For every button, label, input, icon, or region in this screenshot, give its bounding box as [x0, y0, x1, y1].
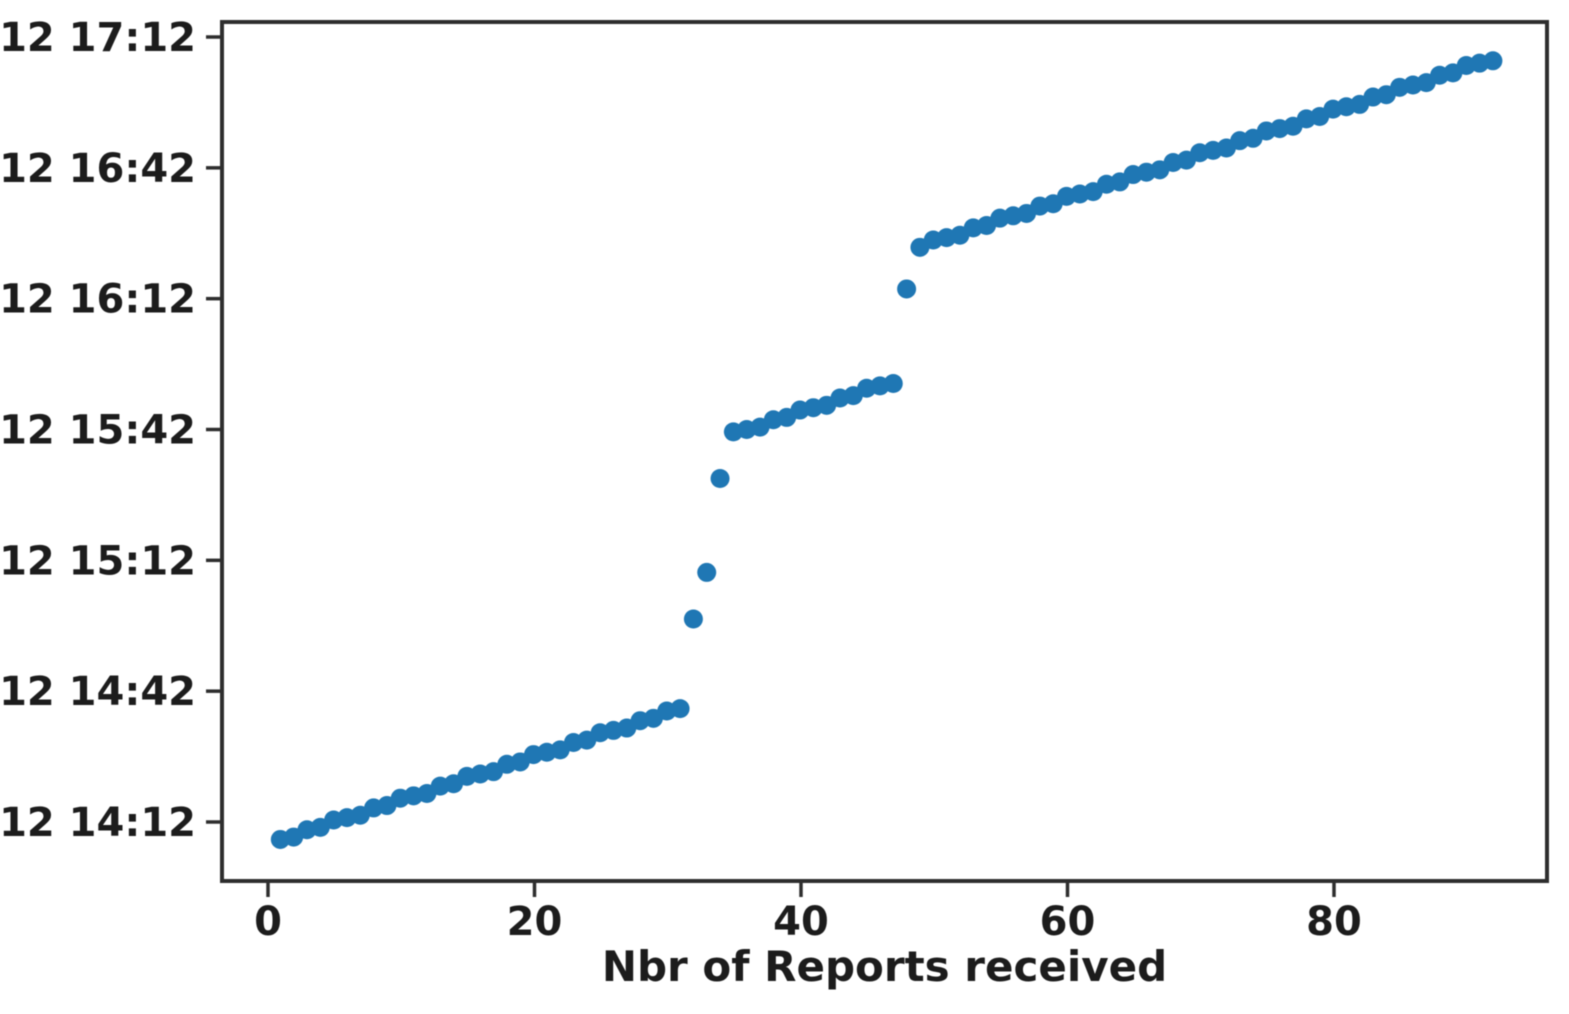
data-point — [1483, 51, 1503, 71]
data-point — [883, 374, 903, 394]
data-point — [670, 699, 690, 719]
y-tick-label: 12 16:42 — [0, 146, 196, 192]
y-tick-label: 12 14:12 — [0, 800, 196, 846]
x-tick-label: 40 — [773, 899, 829, 945]
data-point — [683, 609, 703, 629]
data-point — [697, 562, 717, 582]
x-axis-title: Nbr of Reports received — [601, 942, 1168, 991]
y-tick-label: 12 16:12 — [0, 277, 196, 323]
x-tick-label: 80 — [1306, 899, 1362, 945]
x-tick-label: 20 — [507, 899, 563, 945]
x-tick-label: 0 — [254, 899, 282, 945]
data-point — [897, 279, 917, 299]
y-tick-label: 12 17:12 — [0, 15, 196, 61]
y-tick-label: 12 15:42 — [0, 408, 196, 454]
data-point — [710, 468, 730, 488]
x-tick-label: 60 — [1040, 899, 1096, 945]
y-tick-label: 12 14:42 — [0, 669, 196, 715]
y-tick-label: 12 15:12 — [0, 538, 196, 584]
plot-border — [220, 20, 1549, 883]
